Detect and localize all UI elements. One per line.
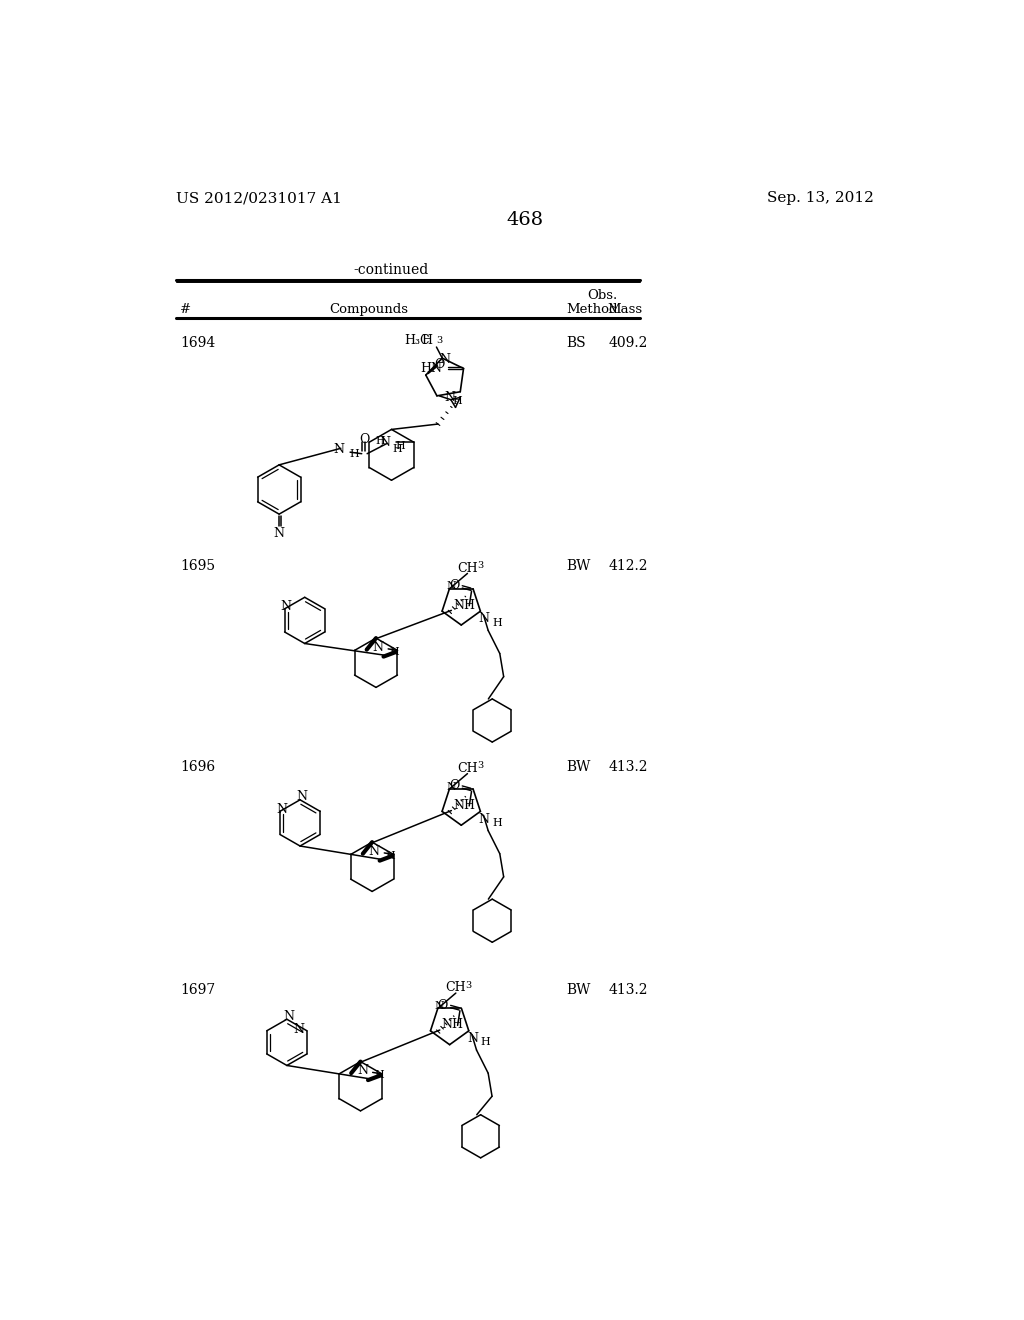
Text: O: O [434,358,445,371]
Text: 3: 3 [465,981,471,990]
Text: N: N [357,1064,368,1077]
Text: H: H [421,334,432,347]
Text: HN: HN [420,362,441,375]
Text: NH: NH [453,799,475,812]
Text: 1694: 1694 [180,337,215,350]
Text: N: N [373,640,384,653]
Text: N: N [467,1032,478,1045]
Text: N: N [479,813,489,825]
Text: H: H [493,618,502,628]
Text: H: H [493,818,502,828]
Text: 412.2: 412.2 [608,560,648,573]
Text: NH: NH [453,598,475,611]
Text: CH: CH [457,762,478,775]
Text: O: O [449,779,459,792]
Text: Obs.: Obs. [587,289,617,302]
Text: H: H [453,396,462,407]
Text: 468: 468 [506,211,544,228]
Text: CH: CH [445,981,466,994]
Text: O: O [449,579,459,593]
Text: N: N [380,436,390,449]
Text: O: O [358,433,370,446]
Text: N: N [296,791,307,804]
Text: Compounds: Compounds [329,302,408,315]
Text: BW: BW [566,560,591,573]
Text: Mass: Mass [607,302,642,315]
Text: N: N [333,444,344,457]
Text: H: H [386,851,395,861]
Text: N: N [369,845,380,858]
Text: N: N [281,601,292,612]
Text: 413.2: 413.2 [608,983,648,997]
Text: H: H [396,441,406,451]
Text: Method: Method [566,302,617,315]
Text: N: N [434,1001,444,1011]
Text: -continued: -continued [354,263,429,277]
Text: N: N [443,392,455,404]
Text: 1697: 1697 [180,983,215,997]
Text: N: N [446,781,456,792]
Text: H: H [374,1071,384,1081]
Text: N: N [479,612,489,626]
Text: 3: 3 [477,561,483,570]
Text: N: N [293,1023,304,1036]
Text: N: N [276,804,288,816]
Text: CH: CH [457,561,478,574]
Text: BS: BS [566,337,587,350]
Text: BW: BW [566,760,591,774]
Text: 413.2: 413.2 [608,760,648,774]
Text: H: H [480,1038,490,1047]
Text: N: N [439,354,451,366]
Text: 3: 3 [436,337,442,346]
Text: H₃C: H₃C [404,334,430,347]
Text: 409.2: 409.2 [608,337,648,350]
Text: 1695: 1695 [180,560,215,573]
Text: BW: BW [566,983,591,997]
Text: O: O [437,999,447,1012]
Text: 1696: 1696 [180,760,215,774]
Text: H: H [349,449,359,458]
Text: N: N [446,582,456,591]
Text: Sep. 13, 2012: Sep. 13, 2012 [767,191,873,206]
Text: #: # [180,302,191,315]
Text: H: H [376,436,385,446]
Text: US 2012/0231017 A1: US 2012/0231017 A1 [176,191,342,206]
Text: H: H [390,647,399,657]
Text: H: H [393,444,402,454]
Text: 3: 3 [477,762,483,771]
Text: N: N [283,1010,294,1023]
Text: NH: NH [441,1018,463,1031]
Text: N: N [273,527,285,540]
